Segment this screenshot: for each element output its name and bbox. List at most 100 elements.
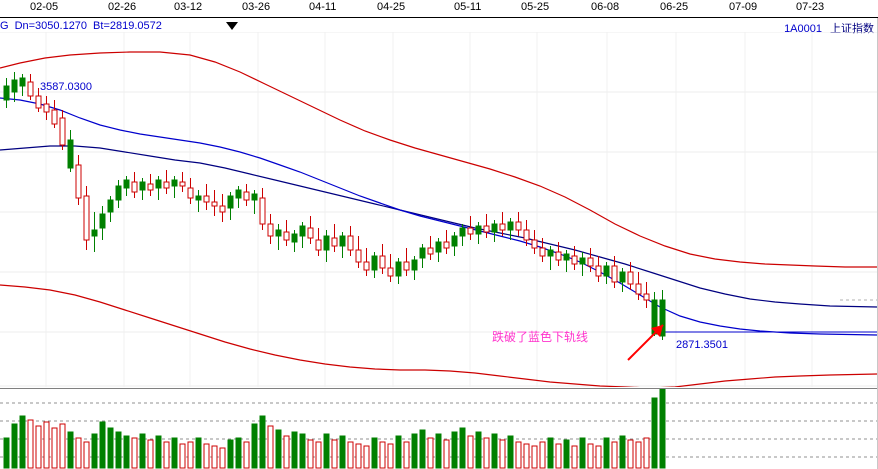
axis-tick-10: 07-09: [729, 1, 758, 13]
candle-body-30: [243, 191, 250, 201]
volume-bar-68: [547, 437, 554, 469]
volume-bar-76: [611, 441, 618, 469]
volume-bar-66: [531, 445, 538, 469]
volume-bar-39: [315, 441, 322, 469]
price-pane: [0, 32, 878, 387]
volume-bar-24: [195, 437, 202, 469]
volume-bar-51: [411, 433, 418, 469]
volume-bar-54: [435, 433, 442, 469]
candle-body-51: [411, 259, 418, 271]
axis-tick-9: 06-25: [660, 1, 689, 13]
volume-bar-61: [491, 433, 498, 469]
candle-body-49: [395, 261, 402, 277]
lower-value-label: 2871.3501: [676, 339, 728, 351]
candle-body-80: [643, 293, 650, 301]
candle-body-60: [483, 225, 490, 233]
volume-bar-72: [579, 437, 586, 469]
candle-body-58: [467, 227, 474, 235]
candle-body-4: [35, 95, 42, 109]
candle-body-37: [299, 225, 306, 237]
candle-body-50: [403, 261, 410, 271]
volume-bar-18: [147, 439, 154, 469]
volume-bar-67: [539, 441, 546, 469]
volume-bar-70: [563, 439, 570, 469]
breakout-annotation: 跌破了蓝色下轨线: [492, 330, 589, 344]
axis-tick-0: 02-05: [30, 1, 59, 13]
volume-bar-4: [35, 425, 42, 469]
candle-body-19: [155, 179, 162, 189]
candle-body-48: [387, 267, 394, 277]
volume-plot: [0, 389, 878, 469]
volume-bar-7: [59, 423, 66, 469]
candle-body-55: [443, 241, 450, 249]
candle-body-76: [611, 265, 618, 283]
axis-tick-8: 06-08: [591, 1, 620, 13]
volume-bar-12: [99, 421, 106, 469]
band-line-2: [0, 97, 878, 336]
volume-bar-43: [347, 441, 354, 469]
candle-body-7: [59, 117, 66, 146]
volume-bar-35: [283, 435, 290, 469]
candle-body-71: [571, 255, 578, 265]
candle-body-2: [19, 77, 26, 87]
indicator-seg-0: G: [0, 20, 9, 32]
volume-bar-32: [259, 415, 266, 469]
candle-body-68: [547, 249, 554, 257]
candle-body-45: [363, 261, 370, 271]
volume-bar-23: [187, 441, 194, 469]
volume-bar-37: [299, 433, 306, 469]
candle-body-38: [307, 227, 314, 239]
volume-bar-0: [3, 437, 10, 469]
candle-body-23: [187, 187, 194, 199]
candle-body-12: [99, 213, 106, 229]
volume-bar-49: [395, 435, 402, 469]
volume-bar-27: [219, 447, 226, 469]
volume-bar-81: [651, 397, 658, 469]
axis-tick-6: 05-11: [454, 1, 482, 13]
candle-body-11: [91, 229, 98, 237]
candle-body-31: [251, 193, 258, 201]
candle-body-46: [371, 255, 378, 271]
candle-body-6: [51, 109, 58, 125]
candle-body-69: [555, 251, 562, 261]
indicator-seg-2: Bt=2819.0572: [93, 20, 162, 32]
volume-bar-28: [227, 439, 234, 469]
volume-bar-79: [635, 441, 642, 469]
band-line-3: [0, 284, 878, 387]
volume-bar-50: [403, 441, 410, 469]
band-line-1: [0, 145, 878, 308]
candle-body-13: [107, 199, 114, 213]
volume-bar-56: [451, 431, 458, 469]
candle-body-82: [659, 299, 666, 337]
volume-bar-31: [251, 423, 258, 469]
volume-bar-33: [267, 425, 274, 469]
volume-bar-53: [427, 437, 434, 469]
candle-body-32: [259, 197, 266, 225]
axis-tick-4: 04-11: [309, 1, 337, 13]
volume-bar-55: [443, 439, 450, 469]
candle-body-18: [147, 183, 154, 191]
volume-bar-3: [27, 419, 34, 469]
volume-bar-63: [507, 435, 514, 469]
candle-body-79: [635, 283, 642, 295]
volume-bar-47: [379, 441, 386, 469]
candle-body-16: [131, 181, 138, 193]
volume-bar-26: [211, 445, 218, 469]
volume-bar-30: [243, 441, 250, 469]
candle-body-24: [195, 195, 202, 201]
pane-divider: [0, 388, 878, 389]
candle-body-61: [491, 223, 498, 233]
candle-body-17: [139, 181, 146, 191]
candle-body-52: [419, 247, 426, 259]
candle-body-59: [475, 225, 482, 235]
candle-body-0: [3, 85, 10, 101]
volume-bar-22: [179, 443, 186, 469]
candle-body-64: [515, 221, 522, 231]
candle-body-27: [219, 205, 226, 213]
candle-body-15: [123, 179, 130, 189]
candle-body-41: [331, 237, 338, 247]
cursor-marker-icon: [226, 22, 238, 30]
indicator-readout: G Dn=3050.1270 Bt=2819.0572: [0, 20, 168, 32]
candle-body-29: [235, 189, 242, 199]
volume-bar-59: [475, 431, 482, 469]
